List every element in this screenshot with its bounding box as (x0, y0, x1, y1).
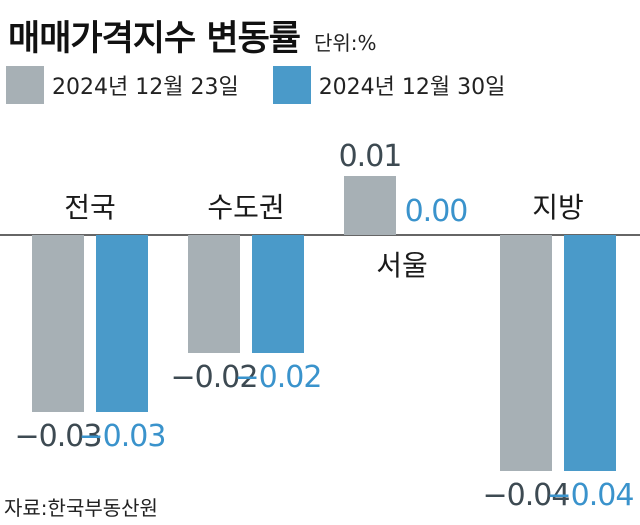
bar-전국-series-1 (32, 235, 84, 412)
legend-item-series-2: 2024년 12월 30일 (272, 66, 506, 104)
bar-지방-series-2 (564, 235, 616, 471)
chart-title: 매매가격지수 변동률 (8, 19, 301, 59)
legend-swatch-series-2 (272, 66, 311, 104)
bar-지방-series-1 (500, 235, 552, 471)
source-note: 자료:한국부동산원 (4, 496, 158, 520)
data-label-수도권-series-1: −0.02 (171, 360, 258, 395)
data-label-서울-series-1: 0.01 (339, 139, 402, 174)
legend-label-series-2: 2024년 12월 30일 (318, 75, 506, 100)
data-label-전국-series-2: −0.03 (79, 419, 166, 454)
legend-item-series-1: 2024년 12월 23일 (6, 66, 239, 104)
bar-서울-series-1 (344, 176, 396, 235)
unit-label: 단위:% (314, 31, 377, 55)
category-label-서울: 서울 (376, 249, 428, 282)
category-label-지방: 지방 (532, 191, 584, 224)
bar-수도권-series-2 (252, 235, 304, 353)
data-label-서울-series-2: 0.00 (405, 194, 468, 229)
data-label-지방-series-1: −0.04 (483, 478, 570, 513)
data-label-전국-series-1: −0.03 (15, 419, 102, 454)
bar-수도권-series-1 (188, 235, 240, 353)
category-label-전국: 전국 (64, 191, 116, 224)
legend-label-series-1: 2024년 12월 23일 (52, 75, 239, 100)
legend: 2024년 12월 23일 2024년 12월 30일 (6, 66, 539, 104)
title-row: 매매가격지수 변동률 단위:% (8, 10, 377, 61)
legend-swatch-series-1 (6, 66, 44, 104)
category-label-수도권: 수도권 (207, 191, 284, 224)
data-label-지방-series-2: −0.04 (547, 478, 634, 513)
bar-전국-series-2 (96, 235, 148, 412)
data-label-수도권-series-2: −0.02 (235, 360, 322, 395)
